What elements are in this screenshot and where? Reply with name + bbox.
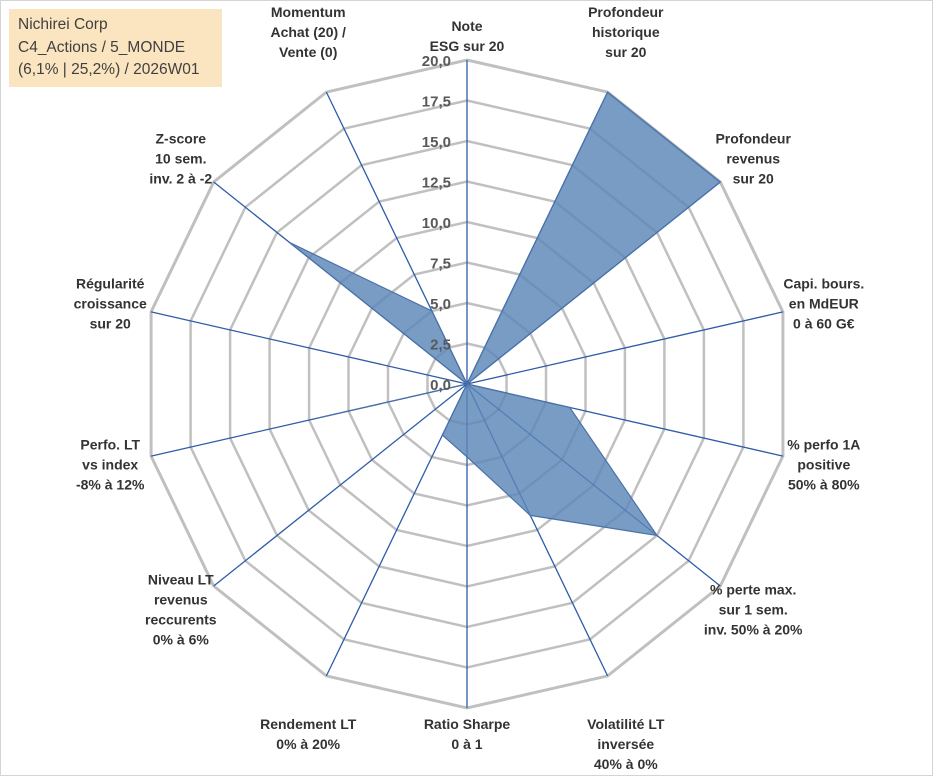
- axis-label-line: Perfo. LT: [80, 437, 140, 453]
- axis-label: Momentum Achat (20) / Vente (0): [270, 4, 346, 60]
- axis-label-line: vs index: [82, 457, 138, 473]
- axis-label-line: sur 20: [90, 316, 131, 332]
- axis-label-line: Profondeur: [588, 4, 664, 20]
- tick-label: 12,5: [422, 175, 451, 192]
- axis-label: Ratio Sharpe 0 à 1: [424, 716, 511, 752]
- series-area: [289, 91, 722, 537]
- info-box: Nichirei Corp C4_Actions / 5_MONDE (6,1%…: [9, 9, 222, 87]
- tick-label: 20,0: [422, 53, 451, 70]
- axis-label: % perte max. sur 1 sem. inv. 50% à 20%: [704, 582, 803, 638]
- axis-label: Rendement LT 0% à 20%: [260, 716, 357, 752]
- axis-label-line: sur 1 sem.: [719, 602, 788, 618]
- axis-label: % perfo 1A positive 50% à 80%: [787, 437, 860, 493]
- axis-label-line: 40% à 0%: [594, 756, 658, 772]
- portfolio-category: C4_Actions / 5_MONDE: [18, 38, 186, 56]
- axis-label-line: -8% à 12%: [76, 477, 145, 493]
- axis-label: Z-score 10 sem. inv. 2 à -2: [149, 130, 212, 186]
- axis-label-line: en MdEUR: [789, 296, 859, 312]
- axis-label-line: Momentum: [271, 4, 346, 20]
- axis-label-line: inv. 50% à 20%: [704, 622, 803, 638]
- performance-period: (6,1% | 25,2%) / 2026W01: [18, 61, 200, 78]
- axis-label-line: % perte max.: [710, 582, 796, 598]
- axis-label-line: inv. 2 à -2: [149, 170, 212, 186]
- axis-label-line: 0 à 1: [451, 736, 482, 752]
- axis-label-line: 10 sem.: [155, 150, 206, 166]
- axis-label-line: revenus: [726, 150, 780, 166]
- axis-label-line: Achat (20) /: [270, 24, 346, 40]
- data-series: [289, 91, 722, 537]
- axis-label-line: Note: [451, 18, 482, 34]
- axis-spoke: [466, 311, 784, 385]
- axis-label-line: 0 à 60 G€: [793, 316, 855, 332]
- axis-spoke: [150, 311, 468, 385]
- axis-label-line: croissance: [74, 296, 147, 312]
- company-name: Nichirei Corp: [18, 16, 108, 33]
- axis-label-line: Volatilité LT: [587, 716, 665, 732]
- axis-label-line: 0% à 6%: [153, 632, 210, 648]
- axis-label: Capi. bours. en MdEUR 0 à 60 G€: [783, 276, 864, 332]
- axis-label-line: Profondeur: [715, 130, 791, 146]
- axis-label-line: ESG sur 20: [430, 38, 505, 54]
- tick-label: 5,0: [430, 296, 451, 313]
- axis-label-line: Régularité: [76, 276, 145, 292]
- axis-label: Profondeur revenus sur 20: [715, 130, 791, 186]
- axis-spoke: [213, 383, 468, 587]
- tick-label: 17,5: [422, 94, 451, 111]
- axis-label-line: 50% à 80%: [788, 477, 860, 493]
- tick-label: 10,0: [422, 215, 451, 232]
- axis-label: Régularité croissance sur 20: [74, 276, 147, 332]
- axis-label-line: Ratio Sharpe: [424, 716, 511, 732]
- tick-label: 15,0: [422, 134, 451, 151]
- axis-labels: Note ESG sur 20 Profondeur historique sur 20…: [74, 4, 865, 772]
- radial-tick-labels: 0,0 2,5 5,0 7,5 10,0 12,5 15,0 17,5 20,0: [422, 53, 451, 394]
- axis-label-line: Capi. bours.: [783, 276, 864, 292]
- axis-label-line: Vente (0): [279, 44, 337, 60]
- axis-label: Note ESG sur 20: [430, 18, 505, 54]
- tick-label: 7,5: [430, 256, 451, 273]
- axis-label-line: sur 20: [605, 44, 646, 60]
- axis-label-line: Z-score: [156, 130, 207, 146]
- axis-label: Volatilité LT inversée 40% à 0%: [587, 716, 665, 772]
- axis-label-line: inversée: [597, 736, 654, 752]
- axis-label: Profondeur historique sur 20: [588, 4, 664, 60]
- axis-label-line: reccurents: [145, 612, 217, 628]
- axis-label-line: Rendement LT: [260, 716, 357, 732]
- axis-label-line: sur 20: [733, 170, 774, 186]
- tick-label: 2,5: [430, 337, 451, 354]
- axis-label-line: Niveau LT: [148, 572, 214, 588]
- axis-label: Niveau LT revenus reccurents 0% à 6%: [145, 572, 217, 648]
- axis-label-line: historique: [592, 24, 660, 40]
- axis-label-line: 0% à 20%: [276, 736, 340, 752]
- axis-label: Perfo. LT vs index -8% à 12%: [76, 437, 145, 493]
- tick-label: 0,0: [430, 377, 451, 394]
- axis-label-line: % perfo 1A: [787, 437, 860, 453]
- axis-label-line: positive: [797, 457, 850, 473]
- axis-label-line: revenus: [154, 592, 208, 608]
